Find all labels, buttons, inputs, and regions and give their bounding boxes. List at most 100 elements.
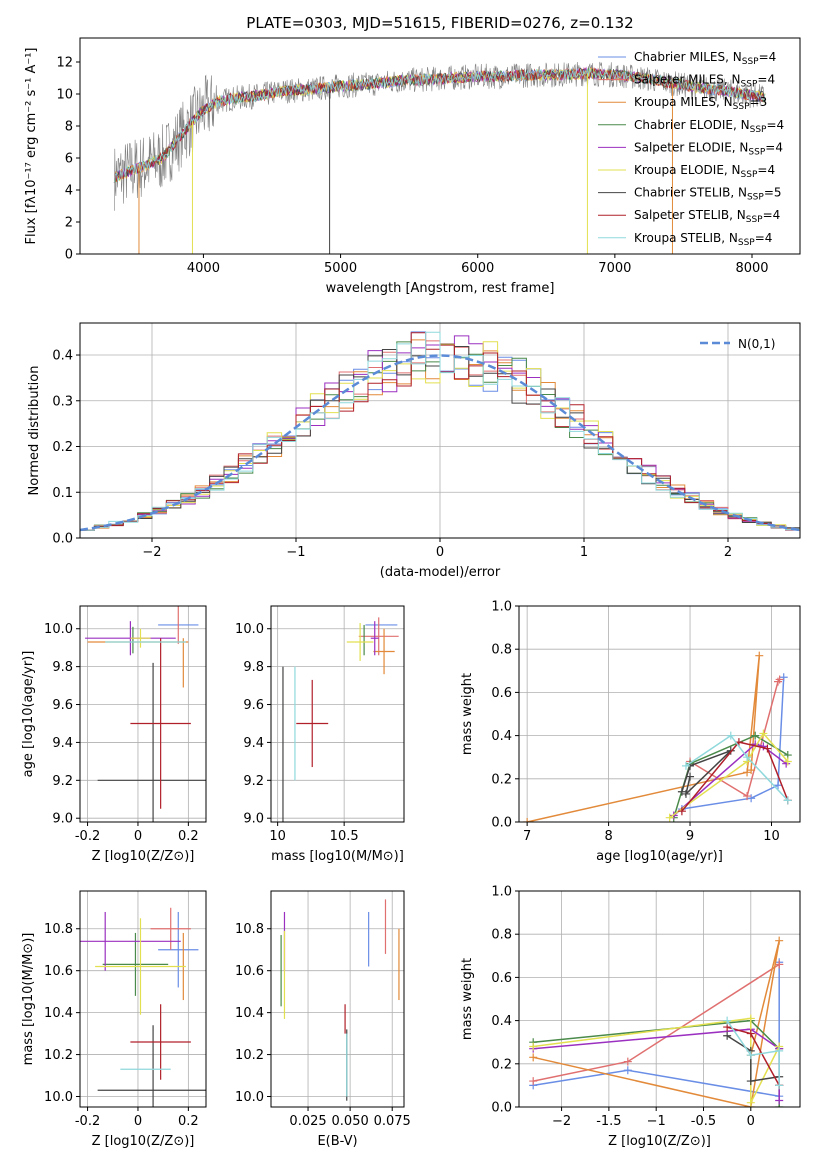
y-tick-label: 10.8: [44, 922, 73, 937]
mass-weight-series: [533, 940, 780, 1107]
legend-label: Chabrier MILES, NSSP=4: [634, 50, 776, 67]
plus-marker: [747, 766, 756, 775]
panel-mass_vs_Z: -0.2 0 0.2 10.0 10.2 10.4 10.6 10.8 Z [log10(Z/Z…: [21, 890, 207, 1149]
plus-marker: [746, 1029, 755, 1038]
y-tick-label: 9.2: [52, 774, 73, 789]
plus-marker: [746, 1014, 755, 1023]
legend-label: Salpeter STELIB, NSSP=4: [634, 208, 780, 225]
y-axis-label: mass weight: [460, 673, 475, 755]
y-tick-label: 0.6: [491, 971, 512, 986]
y-tick-label: 9.0: [52, 812, 73, 827]
x-tick-label: 6000: [461, 261, 494, 276]
plus-marker: [529, 1042, 538, 1051]
y-tick-label: 10.6: [235, 964, 264, 979]
y-tick-label: 1.0: [491, 600, 512, 615]
y-axis-label: Flux [fλ10⁻¹⁷ erg cm⁻² s⁻¹ A⁻¹]: [24, 48, 39, 245]
y-axis-label: age [log10(age/yr)]: [21, 651, 36, 778]
figure-title: PLATE=0303, MJD=51615, FIBERID=0276, z=0…: [246, 14, 633, 32]
panel-residuals: −2 −1 0 1 2 0.0 0.1 0.2 0.3 0.4 (data-model)/error…: [27, 322, 801, 580]
plus-marker: [529, 1077, 538, 1086]
x-tick-label: 7000: [598, 261, 631, 276]
x-tick-label: 2: [724, 545, 732, 560]
plus-marker: [775, 960, 784, 969]
plot-content: [523, 651, 792, 822]
x-tick-label: 0.2: [178, 1114, 199, 1129]
plus-marker: [759, 729, 768, 738]
mass-weight-series: [726, 1035, 780, 1082]
x-tick-label: 8: [604, 829, 612, 844]
legend-subscript: SSP: [747, 193, 764, 203]
plot-content: [282, 617, 399, 822]
y-tick-label: 0.4: [491, 729, 512, 744]
legend-subscript: SSP: [738, 238, 755, 248]
x-tick-label: 8000: [735, 261, 768, 276]
plus-marker: [746, 1051, 755, 1060]
legend-label: Chabrier ELODIE, NSSP=4: [634, 118, 784, 135]
plus-marker: [775, 675, 784, 684]
x-tick-label: 0.2: [178, 829, 199, 844]
axes-frame: [79, 890, 207, 1108]
x-tick-label: −1: [286, 545, 305, 560]
x-axis-label: E(B-V): [317, 1134, 357, 1149]
x-tick-label: 0: [134, 1114, 142, 1129]
plot-area: [271, 606, 404, 822]
mass-weight-series: [526, 655, 761, 822]
y-tick-label: 0.8: [491, 928, 512, 943]
plot-content: [85, 606, 206, 822]
legend-rest: =4: [757, 163, 775, 177]
legend-rest: =4: [755, 231, 773, 245]
y-tick-label: 8: [65, 120, 73, 135]
y-tick-label: 1.0: [491, 885, 512, 900]
legend-subscript: SSP: [746, 215, 763, 225]
y-tick-label: 10.6: [44, 964, 73, 979]
x-tick-label: 10: [763, 829, 780, 844]
y-tick-label: 9.8: [243, 660, 264, 675]
plus-marker: [743, 768, 752, 777]
plot-area: [271, 891, 404, 1107]
y-tick-label: 0.1: [52, 486, 73, 501]
y-axis-label: mass [log10(M/M⊙)]: [21, 933, 36, 1066]
x-tick-label: 0: [747, 1114, 755, 1129]
gaussian-curve: [80, 354, 800, 532]
plus-marker: [775, 1081, 784, 1090]
legend-rest: =4: [765, 140, 783, 154]
y-tick-label: 6: [65, 152, 73, 167]
y-tick-label: 0.6: [491, 686, 512, 701]
y-tick-label: 9.6: [243, 698, 264, 713]
plot-content: [529, 936, 784, 1107]
plus-marker: [681, 789, 690, 798]
x-tick-label: -1.5: [596, 1114, 621, 1129]
plus-marker: [743, 792, 752, 801]
plus-marker: [743, 753, 752, 762]
legend-rest: =4: [757, 73, 775, 87]
y-tick-label: 9.8: [52, 660, 73, 675]
axes-frame: [270, 605, 405, 823]
mass-weight-series: [726, 1020, 780, 1086]
x-tick-label: 5000: [324, 261, 357, 276]
legend-label: Salpeter MILES, NSSP=4: [634, 73, 775, 90]
legend-label: N(0,1): [738, 337, 775, 351]
plot-content: [280, 899, 400, 1101]
legend-subscript: SSP: [748, 147, 765, 157]
mass-weight-series: [673, 743, 787, 817]
residual-histogram: [80, 331, 800, 531]
x-axis-label: mass [log10(M/M⊙)]: [271, 849, 404, 864]
plot-area: [80, 891, 206, 1107]
plus-marker: [763, 744, 772, 753]
y-tick-label: 9.0: [243, 812, 264, 827]
y-tick-label: 9.2: [243, 774, 264, 789]
x-axis-label: wavelength [Angstrom, rest frame]: [326, 281, 555, 296]
plus-marker: [677, 787, 686, 796]
plus-marker: [723, 1016, 732, 1025]
axes-frame: [270, 890, 405, 1108]
legend-subscript: SSP: [742, 57, 759, 67]
y-tick-label: 0.2: [52, 440, 73, 455]
panel-massweight_vs_age: 7 8 9 10 0.0 0.2 0.4 0.6 0.8 1.0 age [log10(age/yr…: [460, 600, 801, 864]
x-axis-label: Z [log10(Z/Z⊙)]: [92, 849, 195, 864]
y-tick-label: 10.8: [235, 922, 264, 937]
plus-marker: [751, 731, 760, 740]
y-tick-label: 0.3: [52, 394, 73, 409]
legend-label: Chabrier STELIB, NSSP=5: [634, 186, 782, 203]
y-tick-label: 2: [65, 216, 73, 231]
